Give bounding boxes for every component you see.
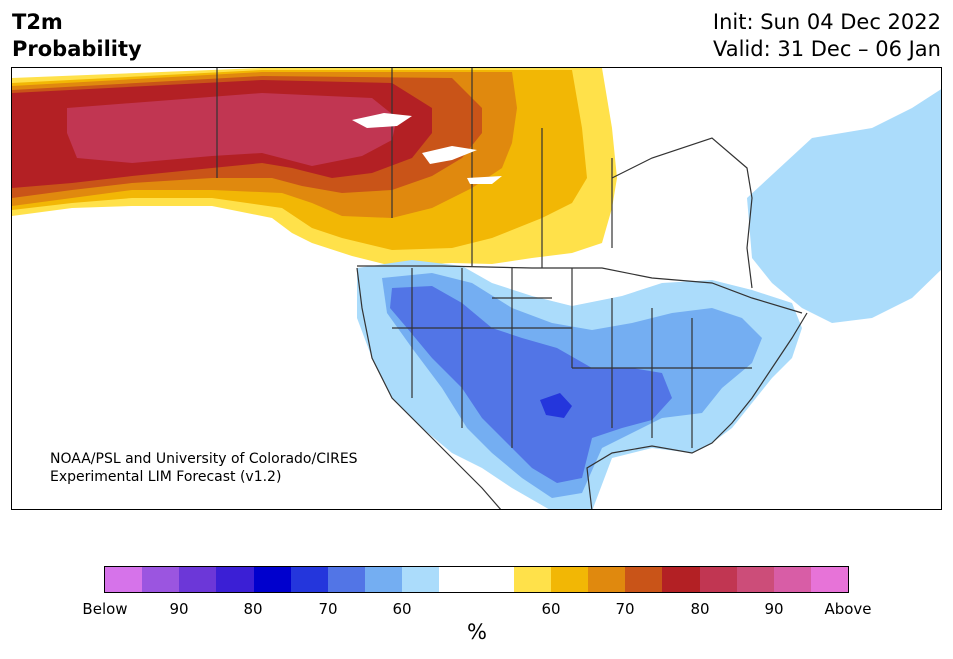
colorbar-segment-12 [550,567,589,592]
colorbar-segment-17 [736,567,774,592]
colorbar-label-above: Above [824,600,872,618]
colorbar-segment-19 [810,567,849,592]
colorbar-label-70-warm: 70 [615,600,635,618]
lake-shape-3 [467,176,502,184]
us-canada-border [357,265,803,314]
colorbar-segment-5 [290,567,328,592]
colorbar-label-90-warm: 90 [764,600,784,618]
above-normal-shading [12,68,617,266]
gulf-atlantic-coast [586,312,808,509]
colorbar-label-60-cold: 60 [392,600,412,618]
colorbar-label-70-cold: 70 [318,600,338,618]
probability-colorbar [104,566,849,593]
colorbar-unit: % [467,620,487,644]
colorbar-label-60-warm: 60 [541,600,561,618]
colorbar-segment-14 [625,567,663,592]
attribution-line-1: NOAA/PSL and University of Colorado/CIRE… [50,451,358,467]
colorbar-segment-0 [105,567,143,592]
product-title: Probability [12,37,142,61]
colorbar-segment-15 [662,567,700,592]
attribution: NOAA/PSL and University of Colorado/CIRE… [50,450,358,486]
colorbar-segment-18 [773,567,811,592]
colorbar-segment-9 [439,567,477,592]
great-slave-lakes [352,113,502,184]
hudson-bay-shore [611,137,753,289]
colorbar-label-90-cold: 90 [169,600,189,618]
cold-75-region [540,393,572,418]
init-date: Init: Sun 04 Dec 2022 [712,10,941,34]
canada-provinces [391,68,613,268]
probability-map: NOAA/PSL and University of Colorado/CIRE… [11,67,942,510]
us-states-east [571,268,752,448]
warm-85-region [67,93,397,166]
colorbar-label-80-cold: 80 [243,600,263,618]
colorbar-segment-4 [253,567,291,592]
cold-60-region-east [747,89,941,323]
lake-shape-2 [422,146,477,164]
colorbar-segment-10 [476,567,514,592]
map-title: T2m Probability [12,9,142,63]
colorbar-label-below: Below [82,600,128,618]
map-canvas [12,68,941,509]
valid-range: Valid: 31 Dec – 06 Jan [712,37,941,61]
colorbar-segment-1 [142,567,180,592]
lake-shape-1 [352,113,412,128]
colorbar-segment-13 [588,567,626,592]
colorbar-segment-3 [216,567,254,592]
variable-title: T2m [12,10,63,34]
colorbar-segment-2 [179,567,217,592]
attribution-line-2: Experimental LIM Forecast (v1.2) [50,469,282,485]
colorbar-segment-6 [327,567,366,592]
us-states-west [392,268,572,448]
boundaries [216,68,808,509]
colorbar-segment-7 [365,567,403,592]
colorbar-segment-11 [513,567,551,592]
pacific-coast [356,267,502,509]
colorbar-segment-16 [699,567,737,592]
colorbar-segment-8 [402,567,440,592]
cold-70-region [390,286,672,483]
forecast-dates: Init: Sun 04 Dec 2022 Valid: 31 Dec – 06… [713,9,941,63]
colorbar-label-80-warm: 80 [690,600,710,618]
below-normal-shading [357,89,941,509]
